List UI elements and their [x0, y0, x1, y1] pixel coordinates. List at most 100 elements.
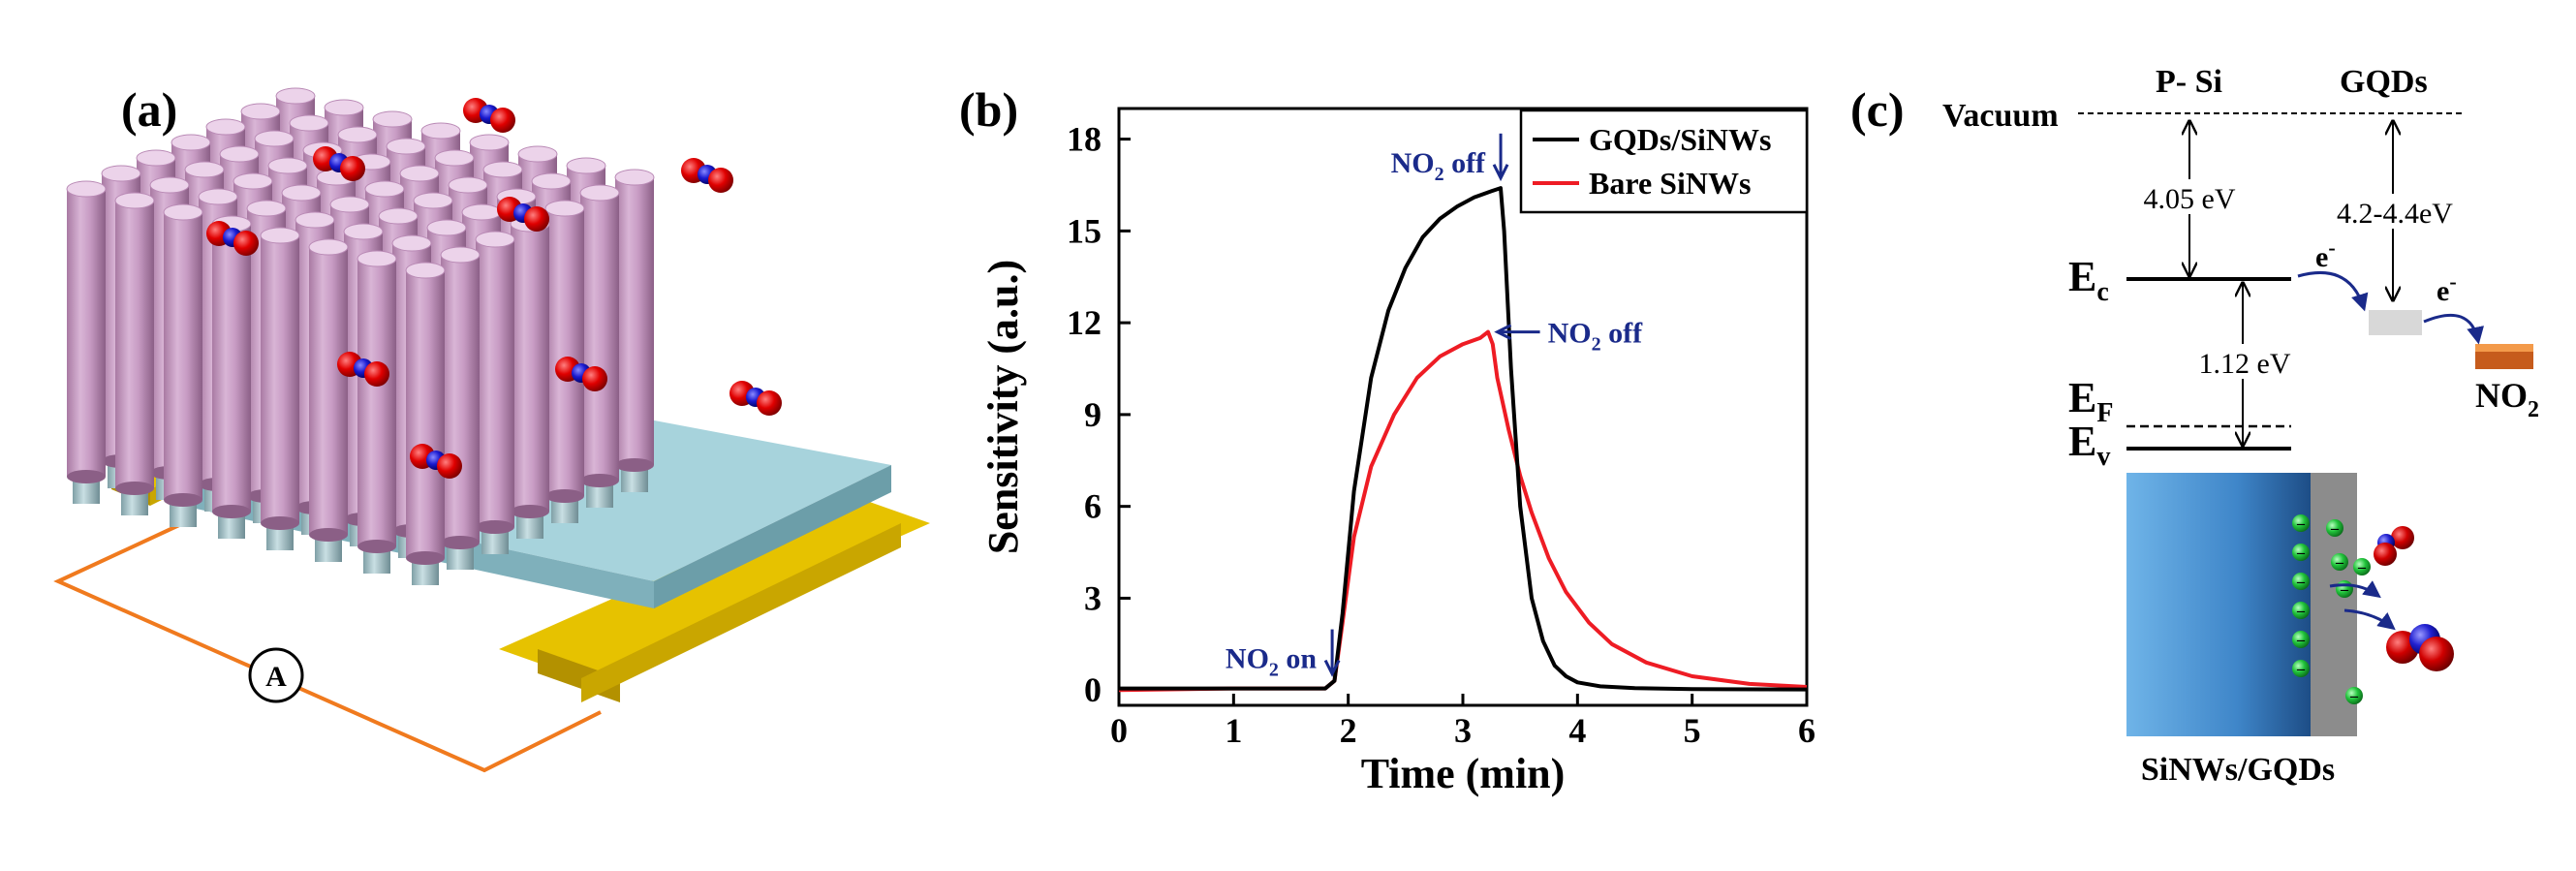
nanowire-cap: [329, 196, 370, 213]
nanowire-base: [357, 540, 396, 553]
no2-molecule: [206, 221, 259, 256]
nanowire-base: [580, 474, 619, 487]
annotation-arrowhead: [1492, 164, 1509, 182]
nanowire-cap: [205, 118, 246, 136]
adsorption-arrow-2: [2343, 608, 2396, 631]
annotation-arrowhead: [1323, 659, 1341, 677]
x-tick-label: 5: [1684, 711, 1701, 750]
panel-b-label: (b): [959, 82, 1018, 137]
nanowire-cap: [275, 87, 316, 105]
nanowire-base: [615, 458, 654, 472]
no2-molecule: [681, 158, 733, 193]
nanowire-base: [406, 551, 445, 565]
nanowire-cap: [171, 134, 211, 151]
nanowire-cap: [386, 138, 426, 155]
legend-box: [1519, 109, 1809, 214]
nanowire-cap: [566, 157, 606, 174]
nanowire-cap: [240, 103, 281, 120]
nanowire-cap: [281, 184, 322, 202]
y-tick-label: 9: [1084, 395, 1102, 434]
nanowire-base: [545, 489, 584, 503]
charge-sign: –: [2296, 661, 2306, 677]
annotation-label: NO2 off: [1391, 147, 1486, 185]
nanowire-base: [309, 528, 348, 542]
electron-label-2: e-: [2436, 269, 2457, 307]
nanowire-base: [476, 520, 514, 534]
ef-label: EF: [2068, 374, 2113, 428]
nanowire-cap: [308, 238, 349, 256]
nanowire-cap: [337, 126, 378, 143]
no2-molecules: [206, 98, 782, 479]
nanowire-cap: [413, 192, 453, 209]
nanowire-base: [115, 482, 154, 495]
electron-charge: [2292, 544, 2310, 561]
no2-molecule: [337, 352, 389, 387]
nanowire-cap: [260, 227, 300, 244]
nanowire-cap: [343, 223, 384, 240]
charge-sign: –: [2296, 632, 2306, 648]
nanowire-pillar: [357, 259, 396, 546]
adsorption-arrow-1: [2329, 580, 2381, 599]
gqds-label: GQDs: [2340, 64, 2428, 100]
nanowire-base: [261, 516, 299, 530]
no2-molecule: [555, 357, 607, 391]
nanowire-pillar: [406, 270, 445, 558]
nanowire-cap: [426, 219, 467, 236]
electron-label-1: e-: [2315, 235, 2336, 273]
no2-molecule: [463, 98, 515, 133]
nanowire-cap: [399, 165, 440, 182]
x-tick-label: 0: [1110, 711, 1128, 750]
series-line-bare-sinws: [1118, 329, 1808, 693]
x-axis-label: Time (min): [1361, 750, 1566, 797]
ev-label: Ev: [2068, 418, 2110, 472]
nanowire-pillar: [545, 208, 584, 496]
nanowire-cap: [434, 149, 475, 167]
charge-sign: –: [2296, 603, 2306, 619]
nanowire-pillar: [309, 247, 348, 535]
nanowire-cap: [289, 114, 329, 132]
annotation-label: NO2 off: [1548, 318, 1643, 356]
oxygen-atom: [364, 361, 389, 387]
x-tick-label: 2: [1340, 711, 1357, 750]
block-caption: SiNWs/GQDs: [2141, 752, 2335, 788]
nanowire-base: [441, 536, 480, 549]
nanowire-cap: [357, 250, 397, 267]
psi-label: P- Si: [2156, 64, 2222, 100]
electron-transfer-arrow-1: [2297, 271, 2369, 312]
legend-label: GQDs/SiNWs: [1589, 122, 1771, 157]
nanowire-pillar: [441, 255, 480, 543]
band-diagram: (c) Vacuum P- Si GQDs 4.05 eV 4.2-4.4eV …: [1850, 64, 2539, 788]
nanowire-base: [164, 493, 202, 507]
oxygen-atom: [708, 168, 733, 193]
no2-molecule: [497, 197, 549, 232]
x-tick-label: 6: [1798, 711, 1816, 750]
y-tick-label: 3: [1084, 578, 1102, 617]
electron-transfer-arrow-2: [2423, 313, 2484, 345]
nanowire-cap: [198, 188, 238, 205]
nanowire-pillar: [67, 189, 106, 477]
x-tick-label: 3: [1454, 711, 1472, 750]
nanowire-cap: [391, 234, 432, 252]
charge-sign: –: [2330, 520, 2340, 537]
nanowire-cap: [295, 211, 335, 229]
annotation-arrowhead: [1494, 324, 1512, 340]
panel-c-label: (c): [1850, 82, 1905, 137]
electron-charge: [2292, 660, 2310, 677]
nanowire-cap: [614, 169, 655, 186]
nanowire-cap: [420, 122, 461, 140]
nanowire-cap: [136, 149, 176, 167]
y-tick-label: 15: [1067, 211, 1102, 250]
electron-charge: [2292, 631, 2310, 648]
nanowire-cap: [482, 161, 523, 178]
nanowire-cap: [378, 207, 419, 225]
oxygen-atom: [490, 108, 515, 133]
oxygen-atom: [437, 453, 462, 479]
sinw-block: [2126, 473, 2311, 736]
no2-molecule-adsorbed-1: [2374, 526, 2414, 566]
oxygen-atom: [233, 231, 259, 256]
electron-charge: [2345, 687, 2363, 704]
nanowire-cap: [440, 246, 481, 264]
y-axis-label: Sensitivity (a.u.): [979, 260, 1027, 554]
si-affinity-value: 4.05 eV: [2144, 183, 2236, 215]
no2-molecule-adsorbed-2: [2386, 624, 2454, 671]
